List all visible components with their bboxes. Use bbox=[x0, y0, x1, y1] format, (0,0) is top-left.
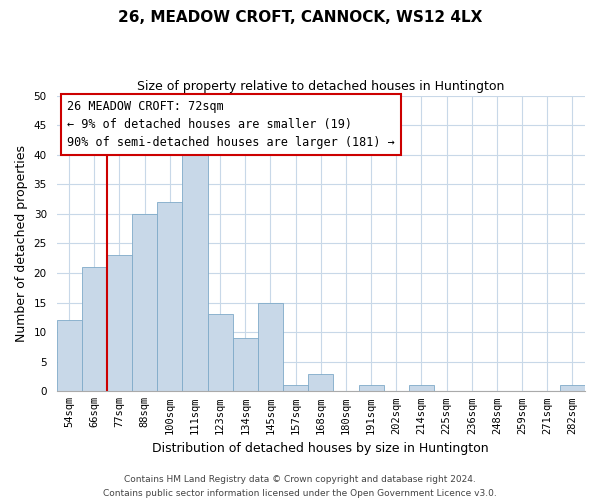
Bar bbox=[233, 338, 258, 392]
Bar bbox=[560, 386, 585, 392]
Bar bbox=[359, 386, 383, 392]
Bar bbox=[283, 386, 308, 392]
Bar bbox=[308, 374, 334, 392]
Text: 26 MEADOW CROFT: 72sqm
← 9% of detached houses are smaller (19)
90% of semi-deta: 26 MEADOW CROFT: 72sqm ← 9% of detached … bbox=[67, 100, 395, 149]
Bar bbox=[56, 320, 82, 392]
Bar bbox=[82, 267, 107, 392]
X-axis label: Distribution of detached houses by size in Huntington: Distribution of detached houses by size … bbox=[152, 442, 489, 455]
Y-axis label: Number of detached properties: Number of detached properties bbox=[15, 145, 28, 342]
Bar bbox=[182, 149, 208, 392]
Text: Contains HM Land Registry data © Crown copyright and database right 2024.
Contai: Contains HM Land Registry data © Crown c… bbox=[103, 476, 497, 498]
Bar bbox=[157, 202, 182, 392]
Bar bbox=[258, 302, 283, 392]
Bar bbox=[409, 386, 434, 392]
Bar bbox=[132, 214, 157, 392]
Text: 26, MEADOW CROFT, CANNOCK, WS12 4LX: 26, MEADOW CROFT, CANNOCK, WS12 4LX bbox=[118, 10, 482, 25]
Bar bbox=[107, 256, 132, 392]
Bar bbox=[208, 314, 233, 392]
Title: Size of property relative to detached houses in Huntington: Size of property relative to detached ho… bbox=[137, 80, 505, 93]
